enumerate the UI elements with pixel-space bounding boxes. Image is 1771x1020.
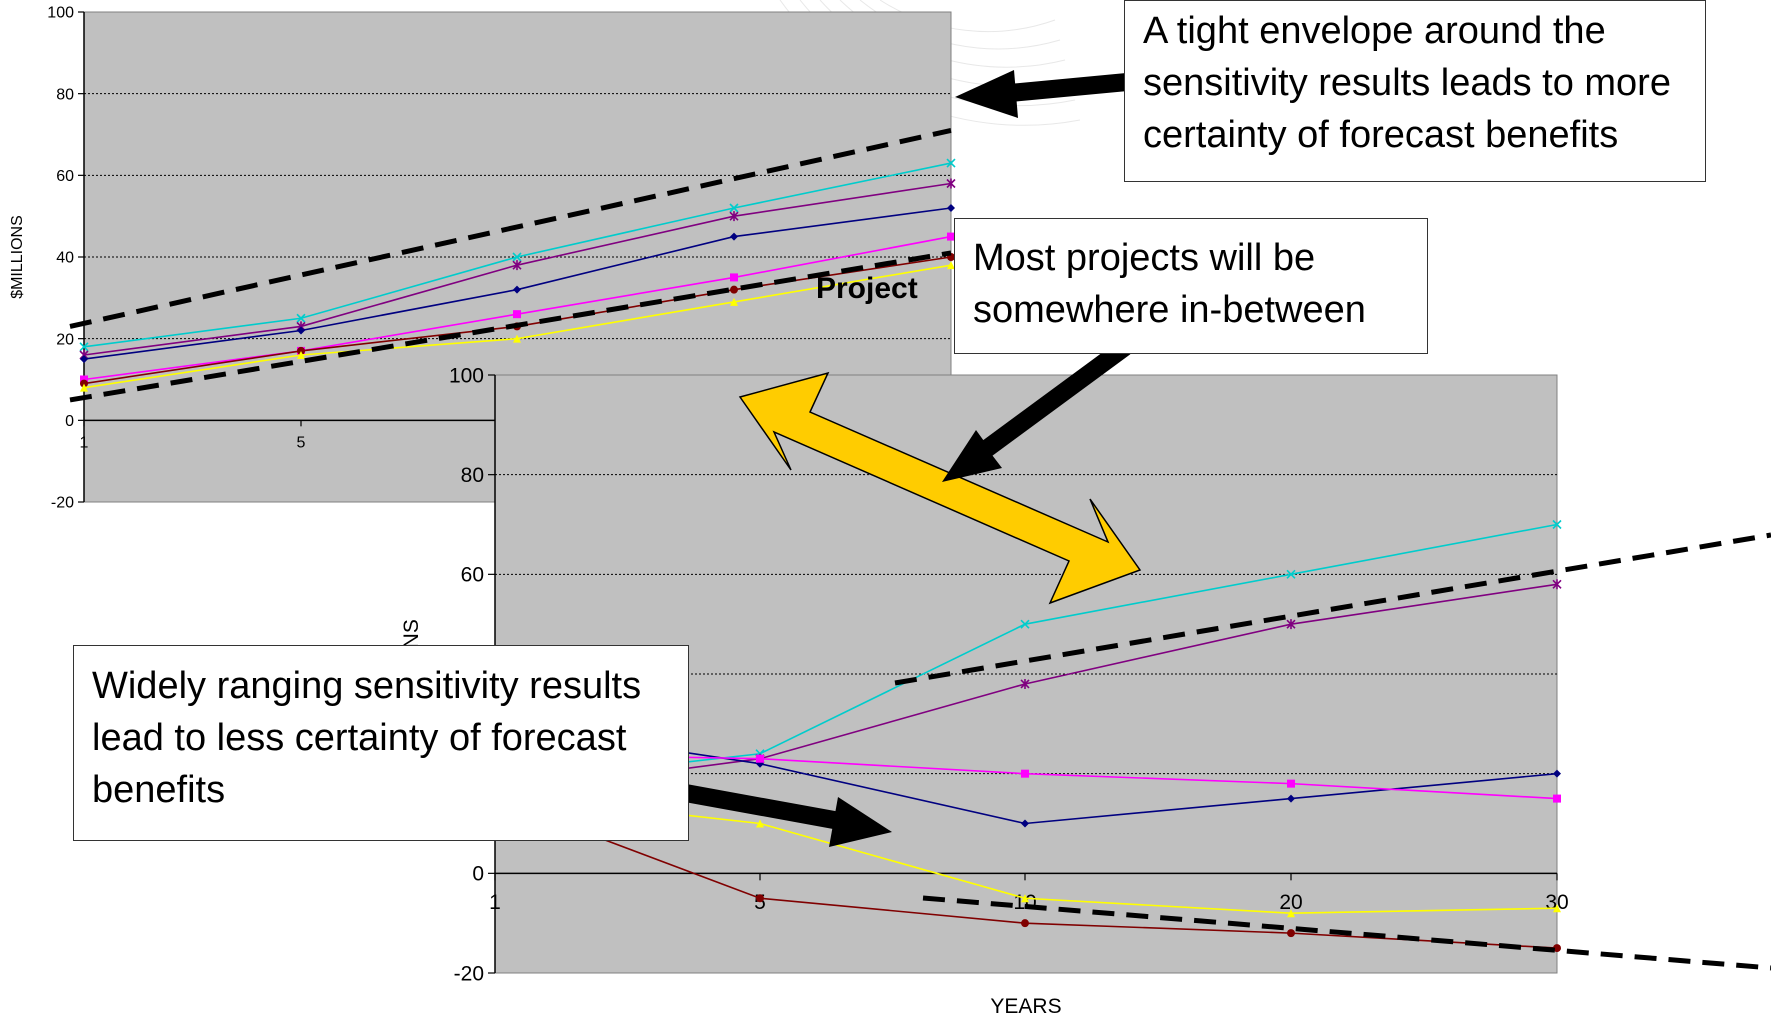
x-tick-label: 5 (754, 891, 766, 914)
x-tick-label: 20 (1279, 891, 1302, 914)
data-point (1021, 819, 1029, 828)
data-point (730, 285, 738, 294)
y-tick-label: 80 (461, 464, 484, 487)
data-point (1553, 769, 1561, 778)
data-point (1553, 904, 1561, 913)
in-between-callout-text: Most projects will be somewhere in-betwe… (973, 237, 1366, 331)
data-point (730, 232, 738, 241)
data-point (297, 326, 305, 335)
y-tick-label: 20 (56, 331, 74, 348)
data-point (946, 158, 956, 168)
data-point (1021, 894, 1029, 903)
x-tick-label: 5 (297, 435, 306, 452)
lower-upper-dashed-line (894, 532, 1771, 686)
in-between-callout: Most projects will be somewhere in-betwe… (954, 218, 1428, 354)
data-point (729, 203, 739, 213)
data-point (296, 313, 306, 323)
data-point (1021, 919, 1029, 928)
data-point (756, 894, 764, 903)
tight-envelope-arrow-shaft (1009, 73, 1128, 102)
x-axis-title: YEARS (990, 995, 1061, 1018)
wide-range-arrow-head (829, 797, 892, 847)
tight-envelope-callout-text: A tight envelope around the sensitivity … (1143, 10, 1671, 156)
data-point (1021, 769, 1029, 778)
data-point (512, 252, 522, 262)
x-tick-label: 1 (80, 435, 89, 452)
y-axis-title: $MILLIONS (9, 215, 26, 299)
data-point (80, 375, 88, 384)
data-point (946, 178, 956, 189)
y-tick-label: 100 (47, 5, 74, 22)
wide-range-arrow-shaft (678, 783, 847, 831)
data-point (513, 285, 521, 294)
tight-envelope-arrow-head (955, 70, 1018, 118)
y-tick-label: 0 (472, 863, 484, 886)
lower-envelope-line (69, 250, 952, 403)
annotation-overlays (678, 70, 1771, 971)
in-between-arrow-shaft (979, 339, 1131, 458)
data-point (947, 232, 955, 241)
data-point (1286, 619, 1296, 630)
data-point (1287, 794, 1295, 803)
y-tick-label: -20 (454, 962, 484, 985)
data-point (730, 273, 738, 282)
data-point (1287, 909, 1295, 918)
y-tick-label: 0 (65, 413, 74, 430)
data-point (947, 261, 955, 270)
y-tick-label: 60 (56, 168, 74, 185)
y-tick-label: 40 (56, 250, 74, 267)
data-point (756, 754, 764, 763)
y-tick-label: -20 (51, 495, 74, 512)
data-point (729, 211, 739, 222)
upper-envelope-line (69, 127, 952, 329)
data-point (1553, 944, 1561, 953)
widely-ranging-callout-text: Widely ranging sensitivity results lead … (92, 665, 642, 811)
data-point (756, 819, 764, 828)
data-point (297, 346, 305, 355)
data-point (513, 334, 521, 343)
data-point (1287, 929, 1295, 938)
data-point (1552, 579, 1562, 590)
data-point (79, 342, 89, 352)
tight-envelope-callout: A tight envelope around the sensitivity … (1124, 0, 1706, 182)
data-point (80, 383, 88, 392)
data-point (730, 297, 738, 306)
data-point (512, 260, 522, 271)
data-point (1553, 794, 1561, 803)
data-point (1020, 619, 1030, 629)
lower-lower-dashed-line (922, 895, 1771, 971)
data-point (1552, 519, 1562, 530)
data-point (80, 355, 88, 364)
x-tick-label: 1 (489, 891, 501, 914)
data-point (1020, 678, 1030, 689)
widely-ranging-callout: Widely ranging sensitivity results lead … (73, 645, 689, 841)
data-point (1286, 569, 1296, 579)
range-double-arrow (738, 371, 1142, 605)
y-tick-label: 100 (449, 364, 484, 387)
y-tick-label: 60 (461, 564, 484, 587)
data-point (1287, 779, 1295, 788)
data-point (297, 351, 305, 359)
y-tick-label: 80 (56, 86, 74, 103)
data-point (80, 379, 88, 388)
project-label: Project (816, 272, 918, 305)
data-point (947, 204, 955, 212)
data-point (513, 310, 521, 319)
